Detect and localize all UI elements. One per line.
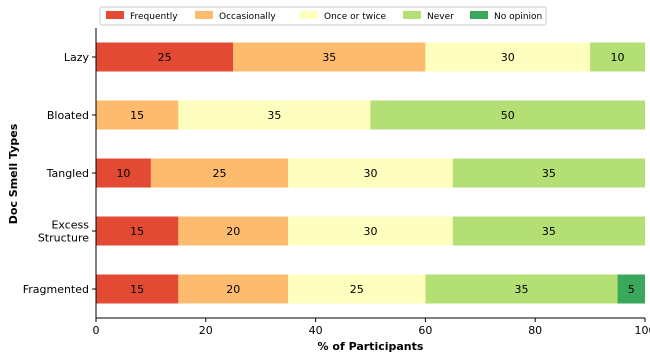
bar-once-or-twice-0	[425, 42, 591, 72]
bar-value-label: 35	[322, 51, 336, 64]
x-tick-label: 20	[199, 324, 213, 337]
legend-swatch	[470, 11, 488, 19]
bar-value-label: 10	[611, 51, 625, 64]
legend-label: Never	[427, 12, 454, 22]
legend-swatch	[300, 11, 318, 19]
x-tick-label: 40	[309, 324, 323, 337]
bar-frequently-2	[96, 158, 151, 188]
bar-once-or-twice-3	[288, 216, 453, 246]
bar-value-label: 20	[226, 225, 240, 238]
bar-frequently-4	[96, 274, 179, 304]
bar-never-3	[452, 216, 645, 246]
bar-value-label: 15	[130, 109, 144, 122]
bar-value-label: 25	[213, 167, 227, 180]
y-tick-label: Fragmented	[23, 283, 89, 296]
bar-no-opinion-4	[617, 274, 645, 304]
bar-never-2	[452, 158, 645, 188]
y-tick-label: Structure	[38, 232, 89, 245]
bar-once-or-twice-4	[288, 274, 426, 304]
bar-value-label: 35	[267, 109, 281, 122]
x-tick-label: 100	[635, 324, 650, 337]
bar-once-or-twice-2	[288, 158, 453, 188]
bar-occasionally-0	[233, 42, 426, 72]
bars: 25 35 30 10 15 35 50 10 25 30 35 15 20 30 35 15 20 25 35 5	[96, 42, 645, 304]
bar-occasionally-1	[96, 100, 179, 130]
bar-value-label: 50	[501, 109, 515, 122]
legend-swatch	[195, 11, 213, 19]
legend-label: Frequently	[130, 12, 178, 22]
legend-label: Once or twice	[324, 12, 387, 22]
bar-occasionally-2	[150, 158, 289, 188]
bar-value-label: 30	[364, 167, 378, 180]
y-tick-label: Lazy	[64, 51, 90, 64]
bar-value-label: 35	[542, 167, 556, 180]
x-tick-label: 60	[418, 324, 432, 337]
bar-never-0	[590, 42, 645, 72]
axes: 0 20 40 60 80 100 Lazy Bloated Tangled ExcessStru…	[23, 28, 650, 337]
y-tick-label: Excess	[51, 219, 89, 232]
y-tick-label: Tangled	[46, 167, 89, 180]
bar-never-4	[425, 274, 618, 304]
y-axis-title: Doc Smell Types	[7, 123, 20, 224]
bar-value-label: 25	[350, 283, 364, 296]
bar-value-label: 35	[514, 283, 528, 296]
x-tick-label: 80	[528, 324, 542, 337]
x-axis-title: % of Participants	[318, 340, 424, 353]
legend-swatch	[106, 11, 124, 19]
bar-value-label: 30	[364, 225, 378, 238]
bar-never-1	[370, 100, 645, 130]
x-tick-label: 0	[93, 324, 100, 337]
y-tick-label: Bloated	[47, 109, 89, 122]
bar-occasionally-4	[178, 274, 289, 304]
bar-frequently-0	[96, 42, 234, 72]
bar-once-or-twice-1	[178, 100, 371, 130]
bar-value-label: 25	[158, 51, 172, 64]
bar-frequently-3	[96, 216, 179, 246]
bar-value-label: 30	[501, 51, 515, 64]
legend-label: Occasionally	[219, 12, 276, 22]
bar-value-label: 10	[116, 167, 130, 180]
legend-label: No opinion	[494, 12, 542, 22]
bar-occasionally-3	[178, 216, 289, 246]
bar-value-label: 35	[542, 225, 556, 238]
bar-value-label: 20	[226, 283, 240, 296]
bar-value-label: 15	[130, 283, 144, 296]
bar-value-label: 15	[130, 225, 144, 238]
legend-swatch	[403, 11, 421, 19]
bar-value-label: 5	[628, 283, 635, 296]
legend: Frequently Occasionally Once or twice Never…	[99, 6, 547, 26]
